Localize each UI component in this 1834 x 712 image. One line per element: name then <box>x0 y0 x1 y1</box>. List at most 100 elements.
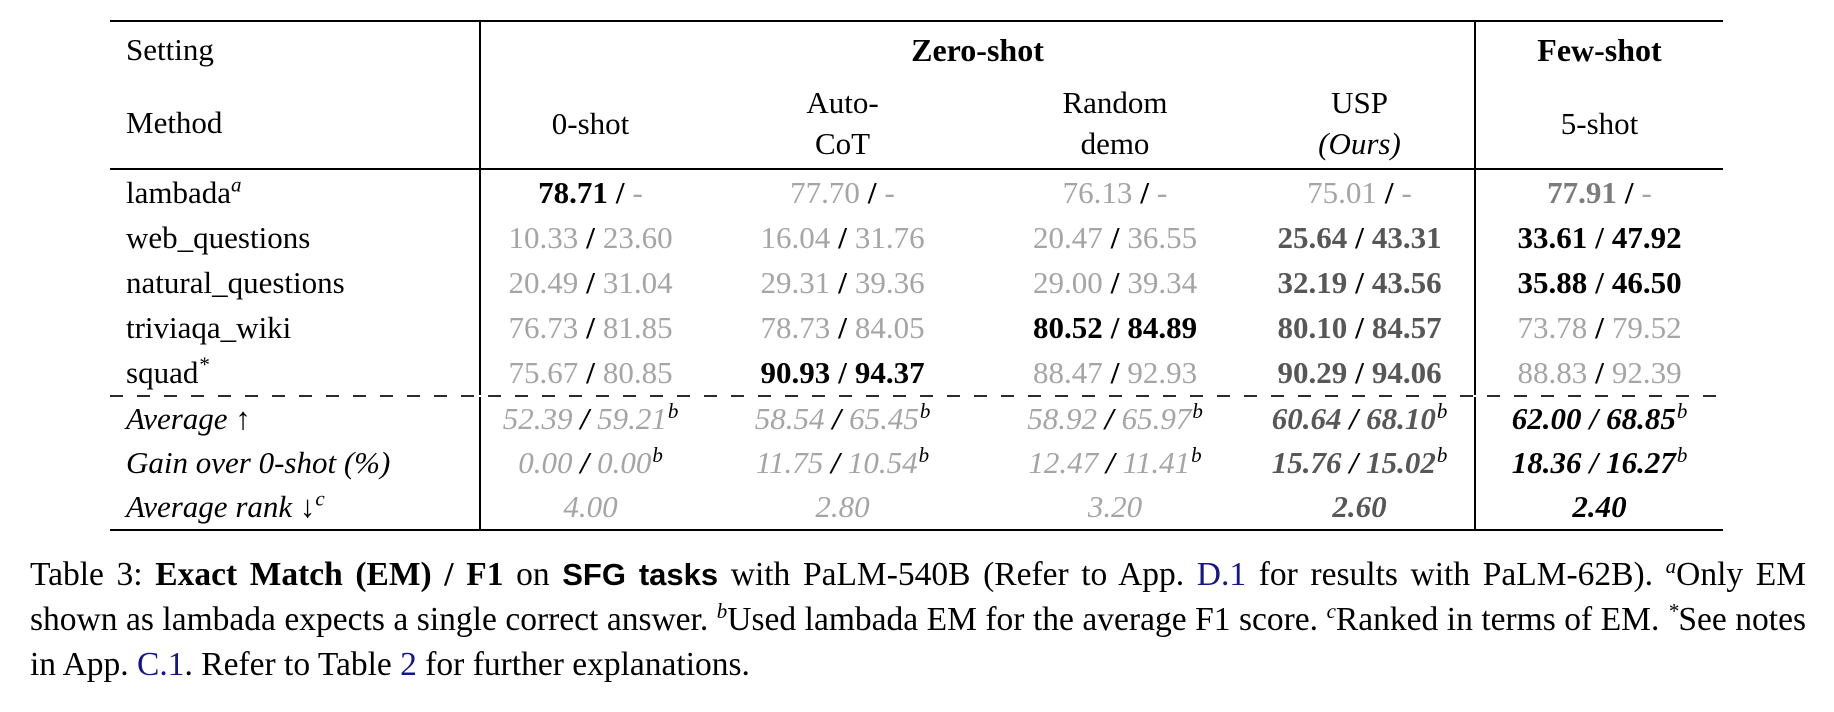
col-header-line: demo <box>1080 126 1150 161</box>
row-label: squad* <box>110 350 480 395</box>
f1-value: - <box>1401 175 1412 210</box>
em-value: 52.39 <box>502 401 573 436</box>
score-cell: 77.91/- <box>1474 169 1723 215</box>
slash-separator: / <box>1349 445 1359 480</box>
score-cell: 2.60 <box>1245 485 1475 530</box>
f1-value: 84.05 <box>854 310 925 345</box>
row-label: lambadaa <box>110 169 480 215</box>
score-cell: 2.80 <box>700 485 985 530</box>
score-cell: 18.36/16.27b <box>1474 441 1723 485</box>
em-value: 77.70 <box>790 175 860 210</box>
row-label: Gain over 0-shot (%) <box>110 441 480 485</box>
em-value: 90.29 <box>1277 355 1348 390</box>
f1-value: 39.34 <box>1127 265 1198 300</box>
footnote-marker: b <box>1676 442 1688 467</box>
f1-value: 68.10 <box>1366 401 1436 436</box>
f1-value: 79.52 <box>1611 310 1682 345</box>
header-method-label: Method <box>110 78 480 170</box>
score-cell: 4.00 <box>479 485 700 530</box>
em-value: 78.71 <box>538 175 608 210</box>
em-value: 58.92 <box>1027 401 1097 436</box>
score-cell: 33.61/47.92 <box>1474 215 1723 260</box>
f1-value: 11.41 <box>1122 445 1191 480</box>
slash-separator: / <box>1624 175 1634 210</box>
slash-separator: / <box>1595 220 1604 255</box>
col-header-line: USP <box>1331 85 1388 120</box>
table-row: Average rank ↓c 4.00 2.80 3.20 2.60 2.40 <box>110 485 1723 530</box>
em-value: 16.04 <box>760 220 831 255</box>
col-header-line: (Ours) <box>1318 126 1401 161</box>
slash-separator: / <box>1589 445 1599 480</box>
score-cell: 35.88/46.50 <box>1474 260 1723 305</box>
caption-superscript: a <box>1665 553 1677 578</box>
caption-text: Only EM shown as lambada expects a singl… <box>30 556 1807 638</box>
f1-value: 43.56 <box>1371 265 1442 300</box>
table-row: Average ↑ 52.39/59.21b 58.54/65.45b 58.92/6… <box>110 397 1723 441</box>
footnote-marker: b <box>1676 398 1688 423</box>
slash-separator: / <box>1110 220 1120 255</box>
dashed-divider-row <box>110 395 1723 397</box>
footnote-marker: b <box>1436 398 1448 423</box>
col-header-line: 5-shot <box>1560 105 1639 141</box>
slash-separator: / <box>615 175 625 210</box>
score-cell: 78.73/84.05 <box>700 305 985 350</box>
footnote-marker: b <box>652 442 663 467</box>
slash-separator: / <box>1140 175 1150 210</box>
em-value: 35.88 <box>1517 265 1588 300</box>
slash-separator: / <box>1589 401 1599 436</box>
col-header-line: 0-shot <box>551 105 630 141</box>
em-value: 11.75 <box>755 445 824 480</box>
footnote-marker: b <box>1191 442 1202 467</box>
score-cell: 90.93/94.37 <box>700 350 985 395</box>
footnote-marker: b <box>1192 398 1203 423</box>
slash-separator: / <box>838 310 847 345</box>
table-row: squad* 75.67/80.85 90.93/94.37 88.47/92.93 9… <box>110 350 1723 395</box>
em-value: 75.01 <box>1307 175 1377 210</box>
row-label-text: lambada <box>126 175 232 210</box>
col-header-random-demo: Random demo <box>985 78 1245 170</box>
caption-text: for further explanations. <box>416 646 750 683</box>
score-cell: 75.67/80.85 <box>479 350 700 395</box>
caption-superscript: b <box>716 598 728 623</box>
dashed-line <box>110 395 1723 397</box>
f1-value: - <box>1641 175 1652 210</box>
caption-link-C1[interactable]: C.1 <box>137 646 185 683</box>
slash-separator: / <box>1110 265 1120 300</box>
caption-link-D1[interactable]: D.1 <box>1196 556 1247 593</box>
col-header-line: CoT <box>814 126 871 161</box>
slash-separator: / <box>1110 310 1120 345</box>
em-value: 29.31 <box>760 265 831 300</box>
caption-bold-text: Exact Match (EM) / F1 <box>155 556 504 593</box>
f1-value: 46.50 <box>1611 265 1682 300</box>
slash-separator: / <box>838 265 847 300</box>
score-cell: 52.39/59.21b <box>479 397 700 441</box>
caption-sans-bold-text: SFG tasks <box>562 557 719 592</box>
em-value: 88.47 <box>1032 355 1103 390</box>
score-cell: 90.29/94.06 <box>1245 350 1475 395</box>
em-value: 90.93 <box>760 355 831 390</box>
header-group-zero-shot: Zero-shot <box>479 21 1475 78</box>
score-cell: 2.40 <box>1474 485 1723 530</box>
score-cell: 80.52/84.89 <box>985 305 1245 350</box>
f1-value: 10.54 <box>847 445 918 480</box>
em-value: 80.10 <box>1277 310 1348 345</box>
score-cell: 75.01/- <box>1245 169 1475 215</box>
caption-text: for results with PaLM-62B). <box>1246 556 1666 593</box>
score-cell: 77.70/- <box>700 169 985 215</box>
f1-value: 31.76 <box>854 220 925 255</box>
em-value: 29.00 <box>1032 265 1103 300</box>
row-label-text: Average rank ↓ <box>126 489 316 524</box>
em-value: 2.60 <box>1332 489 1387 524</box>
f1-value: 94.06 <box>1371 355 1442 390</box>
slash-separator: / <box>586 220 595 255</box>
f1-value: 84.57 <box>1371 310 1442 345</box>
slash-separator: / <box>586 355 595 390</box>
slash-separator: / <box>1110 355 1120 390</box>
em-value: 78.73 <box>760 310 831 345</box>
caption-link-2[interactable]: 2 <box>400 646 417 683</box>
slash-separator: / <box>1355 310 1364 345</box>
slash-separator: / <box>832 401 842 436</box>
em-value: 62.00 <box>1511 401 1582 436</box>
score-cell: 32.19/43.56 <box>1245 260 1475 305</box>
